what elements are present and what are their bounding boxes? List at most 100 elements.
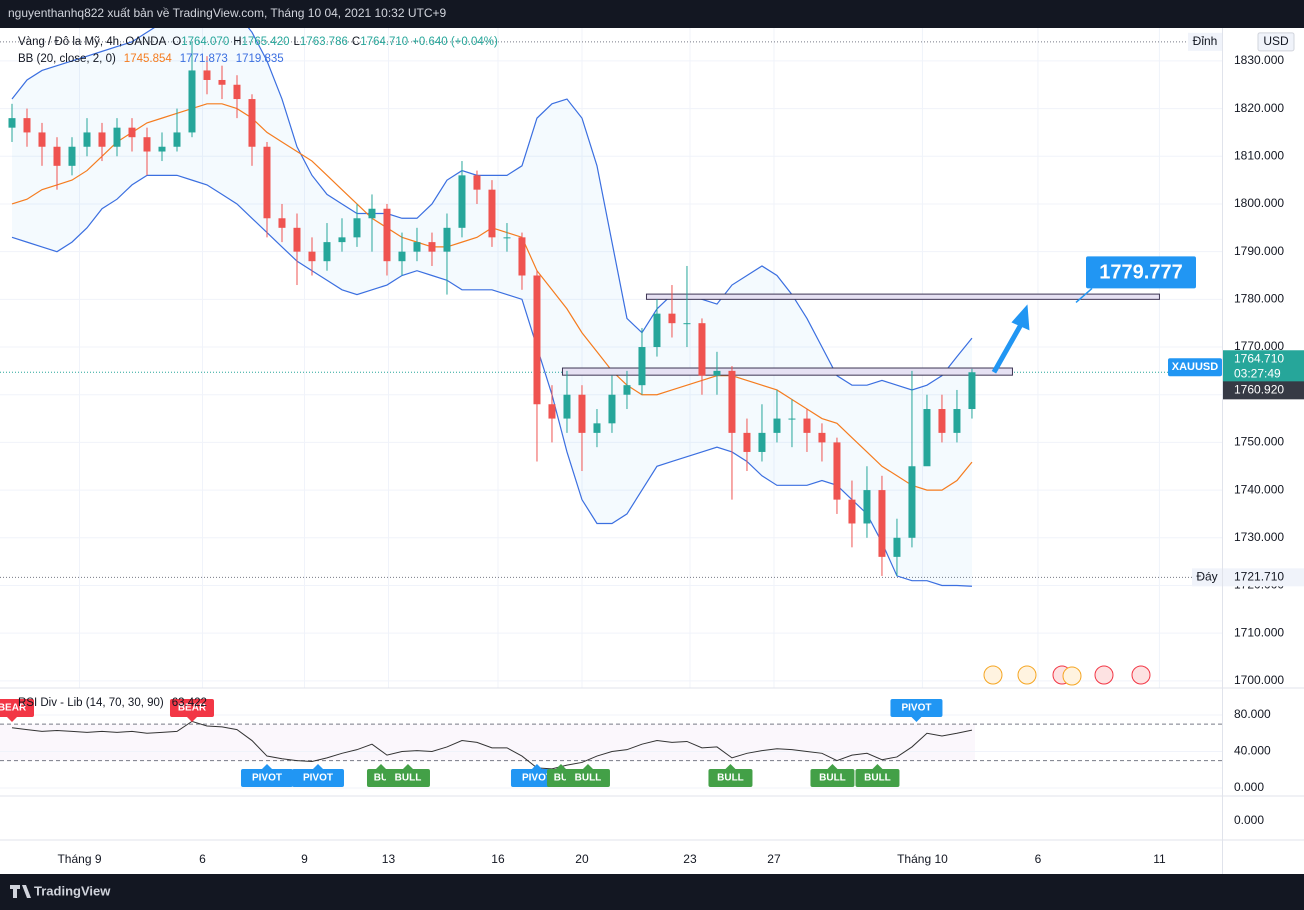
lower-pane-label: 0.000 xyxy=(1234,813,1264,827)
low-label: 1721.710 xyxy=(1234,569,1284,583)
candle-body xyxy=(803,418,811,433)
low-badge xyxy=(1223,568,1304,587)
candle-body xyxy=(458,175,466,228)
currency-badge[interactable] xyxy=(1257,32,1295,52)
x-tick-label: Tháng 10 xyxy=(897,852,948,866)
chart-area xyxy=(0,28,1304,874)
high-tag xyxy=(1188,32,1222,51)
candle-body xyxy=(788,418,796,420)
candle-body xyxy=(698,323,706,376)
candle-body xyxy=(83,132,91,147)
publisher: nguyenthanhq822 xuất bản về TradingView.… xyxy=(8,6,447,20)
symbol-badge xyxy=(1168,358,1222,377)
bb-value: 1745.854 xyxy=(124,53,173,65)
signal-pointer xyxy=(582,764,593,769)
target-label: 1779.777 xyxy=(1099,262,1182,284)
marker-label: 1760.920 xyxy=(1234,383,1284,397)
signal-pointer xyxy=(402,764,413,769)
signal-label: BULL xyxy=(395,773,422,784)
candle-body xyxy=(683,323,691,325)
signal-tag xyxy=(291,769,344,787)
candle-body xyxy=(653,313,661,348)
candle-body xyxy=(38,132,46,147)
candle-body xyxy=(218,79,226,85)
candle-body xyxy=(863,490,871,524)
y-tick-label: 1730.000 xyxy=(1234,530,1284,544)
candle-body xyxy=(533,275,541,405)
main-pane xyxy=(0,28,1222,688)
y-tick-label: 0.000 xyxy=(1234,780,1264,794)
high-name: Đỉnh xyxy=(1193,34,1218,48)
candle-body xyxy=(503,237,511,239)
target-arrowhead xyxy=(1011,304,1030,331)
signal-tag xyxy=(890,699,943,717)
signal-label: PIVOT xyxy=(901,703,931,714)
candle-body xyxy=(923,409,931,467)
candle-body xyxy=(53,146,61,166)
y-tick-label: 1770.000 xyxy=(1234,339,1284,353)
x-tick-label: 6 xyxy=(199,852,206,866)
symbol-name: Vàng / Đô la Mỹ, 4h, OANDA xyxy=(18,36,167,48)
candle-body xyxy=(128,127,136,138)
marker-badge xyxy=(1223,381,1304,400)
bb-value: 1771.873 xyxy=(180,53,228,65)
signal-pointer xyxy=(6,717,17,722)
bb-value: 1719.835 xyxy=(236,53,284,65)
target-box xyxy=(1086,256,1196,289)
target-arrow xyxy=(991,317,1027,374)
signal-label: BULL xyxy=(575,773,602,784)
change-label: +0.640 (+0.04%) xyxy=(412,36,498,48)
bb-upper xyxy=(11,28,973,391)
candle-body xyxy=(728,370,736,433)
candle-body xyxy=(68,146,76,166)
y-tick-label: 1790.000 xyxy=(1234,244,1284,258)
candle-body xyxy=(248,99,256,147)
rsi-band-fill xyxy=(0,724,975,761)
signal-pointer xyxy=(827,764,838,769)
event-icon xyxy=(983,665,1003,685)
ohlc-letter: O xyxy=(172,36,181,48)
y-tick-label: 1780.000 xyxy=(1234,292,1284,306)
candle-body xyxy=(473,175,481,190)
signal-label: BU xyxy=(374,773,388,784)
candle-body xyxy=(623,385,631,395)
candle-body xyxy=(608,394,616,424)
signal-pointer xyxy=(312,764,323,769)
countdown-label: 03:27:49 xyxy=(1234,366,1281,380)
bb-label: BB (20, close, 2, 0) xyxy=(18,53,116,65)
signal-label: PIVOT xyxy=(303,773,333,784)
signal-label: BU xyxy=(554,773,568,784)
candle-body xyxy=(113,127,121,147)
y-tick-label: 1750.000 xyxy=(1234,435,1284,449)
signal-tag xyxy=(855,769,900,787)
signal-pointer xyxy=(186,717,197,722)
y-tick-label: 1740.000 xyxy=(1234,482,1284,496)
y-tick-label: 1700.000 xyxy=(1234,673,1284,687)
rsi-legend: RSI Div - Lib (14, 70, 30, 90) 63.422 xyxy=(18,697,207,709)
candle-body xyxy=(23,118,31,133)
y-tick-label: 1710.000 xyxy=(1234,625,1284,639)
signal-tag xyxy=(169,699,214,717)
currency-label[interactable]: USD xyxy=(1263,34,1289,48)
x-tick-label: 13 xyxy=(382,852,396,866)
candle-body xyxy=(488,189,496,238)
signal-label: BULL xyxy=(864,773,891,784)
candle-body xyxy=(398,251,406,262)
candle-body xyxy=(833,442,841,500)
signal-label: BULL xyxy=(819,773,846,784)
y-tick-label: 1830.000 xyxy=(1234,53,1284,67)
candle-body xyxy=(368,208,376,219)
signal-label: BEAR xyxy=(178,703,207,714)
event-icon xyxy=(1017,665,1037,685)
y-tick-label: 1820.000 xyxy=(1234,101,1284,115)
event-icon xyxy=(1062,666,1082,686)
candle-body xyxy=(293,227,301,252)
brand: TradingView xyxy=(34,883,111,898)
candle-body xyxy=(443,227,451,252)
candle-body xyxy=(848,499,856,524)
price-zone xyxy=(561,367,1013,376)
event-icon xyxy=(1131,665,1151,685)
candle-body xyxy=(383,208,391,262)
candle-body xyxy=(278,218,286,228)
price-label: 1764.710 xyxy=(1234,351,1284,365)
